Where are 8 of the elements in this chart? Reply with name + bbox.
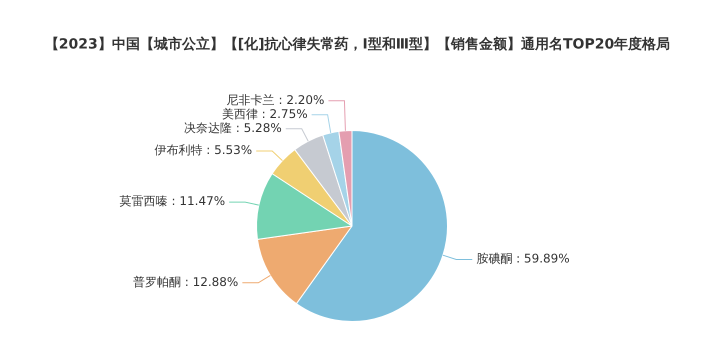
chart-title: 【2023】中国【城市公立】【[化]抗心律失常药，Ⅰ型和Ⅲ型】【销售金额】通用名TOP20年度格局 [44,36,670,53]
slice-label: 尼非卡兰 : 2.20% [226,92,324,107]
slice-label: 伊布利特 : 5.53% [154,143,252,158]
slice-label: 决奈达隆 : 5.28% [184,120,282,135]
slice-label: 美西律 : 2.75% [222,106,308,121]
slice-label: 莫雷西嗪 : 11.47% [120,194,226,208]
slice-label: 普罗帕酮 : 12.88% [132,274,238,289]
slice-label: 胺碘酮 : 59.89% [476,252,570,266]
